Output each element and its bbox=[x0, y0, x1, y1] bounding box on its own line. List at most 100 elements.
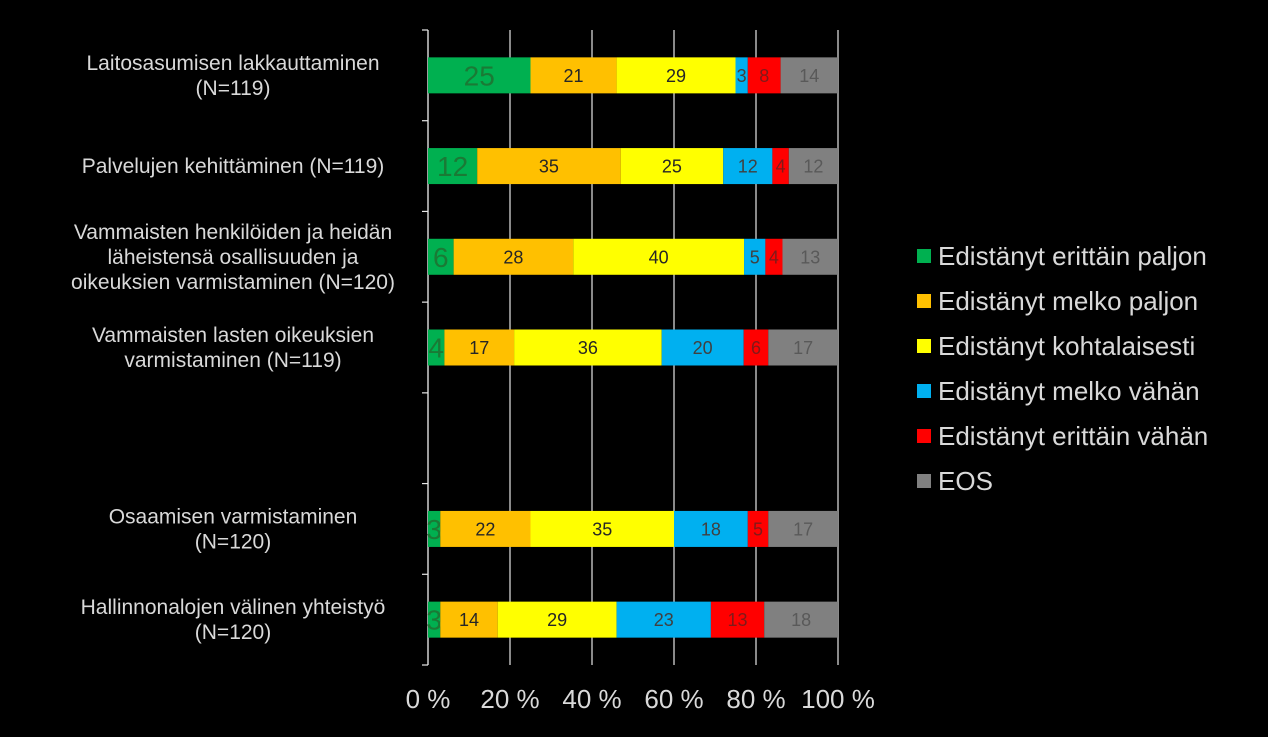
data-label: 3 bbox=[426, 605, 442, 636]
bar-segment bbox=[765, 238, 783, 275]
data-label: 5 bbox=[753, 519, 763, 539]
bar-segment bbox=[514, 329, 662, 366]
data-label: 17 bbox=[793, 338, 813, 358]
category-axis bbox=[422, 29, 429, 666]
data-label: 22 bbox=[475, 519, 495, 539]
data-label: 4 bbox=[769, 247, 779, 267]
bar-segment bbox=[747, 57, 781, 94]
data-label: 13 bbox=[800, 247, 820, 267]
data-label: 6 bbox=[751, 338, 761, 358]
data-label: 21 bbox=[564, 66, 584, 86]
category-label: oikeuksien varmistaminen (N=120) bbox=[71, 271, 395, 294]
category-label: Vammaisten henkilöiden ja heidän bbox=[74, 221, 392, 244]
bar-segment bbox=[616, 57, 736, 94]
data-label: 23 bbox=[654, 610, 674, 630]
bar-segment bbox=[780, 57, 838, 94]
bar-segment bbox=[453, 238, 574, 275]
legend-label: Edistänyt melko vähän bbox=[938, 376, 1200, 406]
bar-segment bbox=[743, 329, 769, 366]
data-label: 4 bbox=[428, 333, 444, 364]
data-label: 3 bbox=[737, 66, 747, 86]
legend-swatch bbox=[917, 249, 931, 263]
legend-swatch bbox=[917, 339, 931, 353]
data-label: 29 bbox=[547, 610, 567, 630]
category-label: Palvelujen kehittäminen (N=119) bbox=[82, 155, 385, 178]
legend-label: Edistänyt melko paljon bbox=[938, 286, 1198, 316]
data-label: 25 bbox=[464, 60, 495, 91]
category-label: Vammaisten lasten oikeuksien bbox=[92, 324, 374, 347]
bar-segment bbox=[440, 510, 531, 547]
bar-segment bbox=[428, 148, 478, 185]
data-label: 14 bbox=[459, 610, 479, 630]
legend-label: Edistänyt erittäin vähän bbox=[938, 421, 1208, 451]
bar-segment bbox=[735, 57, 748, 94]
bar-segment bbox=[788, 148, 838, 185]
data-label: 40 bbox=[649, 247, 669, 267]
data-label: 35 bbox=[539, 157, 559, 177]
bar-segment bbox=[661, 329, 744, 366]
bar-segment bbox=[772, 148, 789, 185]
bar-segment bbox=[723, 148, 773, 185]
category-label: (N=120) bbox=[195, 530, 271, 553]
bar-segment bbox=[710, 601, 765, 638]
data-label: 28 bbox=[503, 247, 523, 267]
bar-segment bbox=[768, 329, 838, 366]
data-label: 17 bbox=[793, 519, 813, 539]
category-label: (N=119) bbox=[196, 77, 271, 100]
legend-label: Edistänyt kohtalaisesti bbox=[938, 331, 1195, 361]
bar-segment bbox=[530, 57, 617, 94]
bar-segment bbox=[764, 601, 838, 638]
data-label: 35 bbox=[592, 519, 612, 539]
data-label: 5 bbox=[750, 247, 760, 267]
legend-label: Edistänyt erittäin paljon bbox=[938, 241, 1207, 271]
bar-segment bbox=[428, 238, 454, 275]
x-tick-label: 80 % bbox=[726, 684, 785, 714]
category-label: Osaamisen varmistaminen bbox=[109, 505, 358, 528]
legend-label: EOS bbox=[938, 466, 993, 496]
bar-segment bbox=[444, 329, 515, 366]
data-label: 3 bbox=[426, 514, 442, 545]
bar-segment bbox=[477, 148, 621, 185]
category-label: (N=120) bbox=[195, 621, 271, 644]
bar-segment bbox=[674, 510, 748, 547]
data-label: 6 bbox=[433, 242, 449, 273]
data-label: 17 bbox=[469, 338, 489, 358]
bar-segment bbox=[782, 238, 838, 275]
data-label: 12 bbox=[803, 157, 823, 177]
data-label: 14 bbox=[799, 66, 819, 86]
bar-segment bbox=[440, 601, 498, 638]
bar-segment bbox=[428, 510, 441, 547]
bar-segment bbox=[428, 329, 445, 366]
x-tick-label: 20 % bbox=[480, 684, 539, 714]
category-label: varmistaminen (N=119) bbox=[124, 349, 341, 372]
data-label: 4 bbox=[776, 157, 786, 177]
bar-segment bbox=[616, 601, 711, 638]
bar-segment bbox=[573, 238, 745, 275]
category-label: Hallinnonalojen välinen yhteistyö bbox=[81, 596, 386, 619]
data-label: 18 bbox=[701, 519, 721, 539]
x-tick-label: 0 % bbox=[406, 684, 451, 714]
x-tick-label: 60 % bbox=[644, 684, 703, 714]
category-labels: Laitosasumisen lakkauttaminen(N=119) Palv… bbox=[71, 52, 395, 644]
data-label: 36 bbox=[578, 338, 598, 358]
category-label: Laitosasumisen lakkauttaminen bbox=[87, 52, 380, 75]
data-label: 12 bbox=[437, 151, 468, 182]
x-tick-label: 100 % bbox=[801, 684, 875, 714]
bar-segment bbox=[428, 601, 441, 638]
category-label: läheistensä osallisuuden ja bbox=[107, 246, 358, 269]
bar-segment bbox=[747, 510, 769, 547]
legend: Edistänyt erittäin paljon Edistänyt melko… bbox=[917, 241, 1208, 496]
bar-segment bbox=[768, 510, 838, 547]
data-label: 12 bbox=[738, 157, 758, 177]
legend-swatch bbox=[917, 474, 931, 488]
bar-segment bbox=[530, 510, 674, 547]
data-label: 25 bbox=[662, 157, 682, 177]
bar-segment bbox=[497, 601, 617, 638]
data-label: 8 bbox=[759, 66, 769, 86]
legend-swatch bbox=[917, 429, 931, 443]
bar-segment bbox=[428, 57, 531, 94]
x-tick-label: 40 % bbox=[562, 684, 621, 714]
data-label: 13 bbox=[728, 610, 748, 630]
